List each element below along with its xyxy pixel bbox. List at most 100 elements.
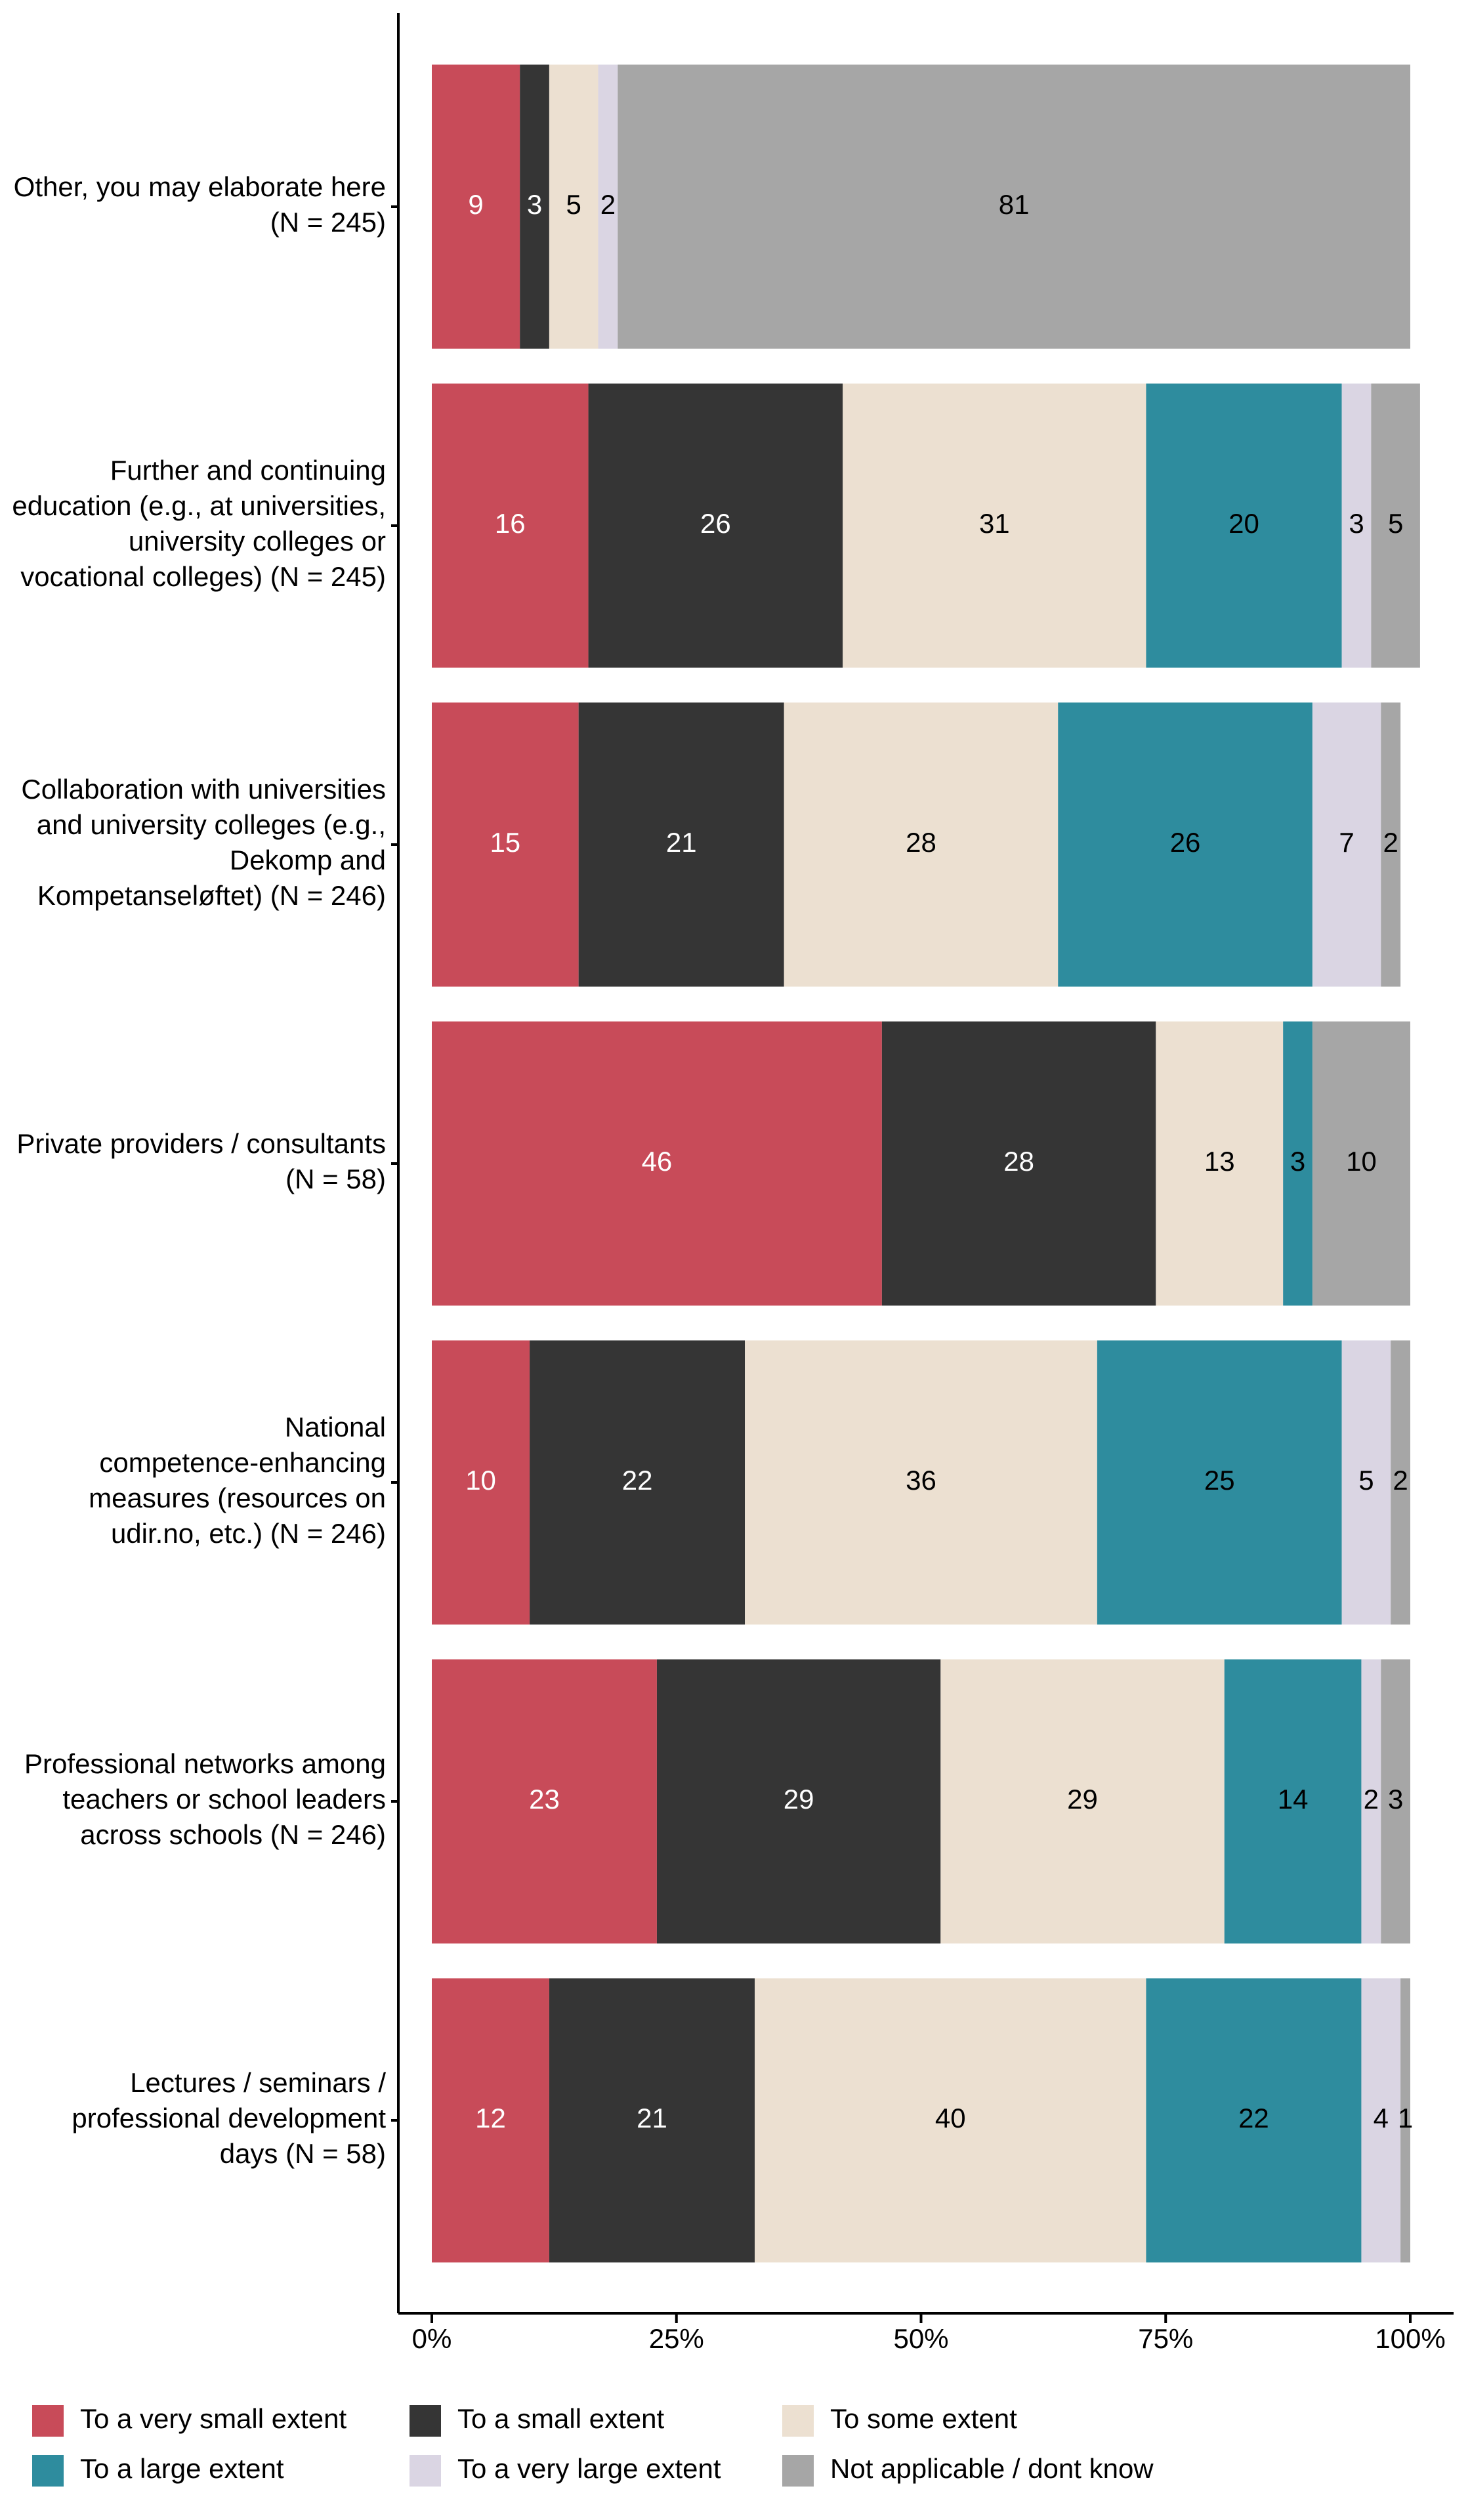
bar-segment: [432, 702, 579, 987]
bar-segment: [1156, 1021, 1284, 1306]
bar-segment: [1058, 702, 1312, 987]
value-label: 10: [465, 1465, 496, 1496]
bar-segment: [1341, 383, 1372, 668]
value-label: 15: [490, 827, 520, 858]
bar-segment: [1312, 702, 1381, 987]
x-tick-label: 75%: [1138, 2323, 1193, 2354]
value-label: 23: [529, 1784, 560, 1815]
category-label: Professional networks among teachers or s…: [24, 1748, 386, 1850]
bar-segment: [1283, 1021, 1312, 1306]
bar-segment: [578, 702, 784, 987]
legend-label: Not applicable / dont know: [830, 2453, 1154, 2484]
category-label: Further and continuing education (e.g., a…: [12, 455, 386, 592]
legend-swatch: [410, 2405, 441, 2437]
value-label: 20: [1228, 508, 1259, 539]
value-label: 5: [1388, 508, 1403, 539]
bar-segment: [784, 702, 1059, 987]
bar-segment: [1312, 1021, 1410, 1306]
value-label: 12: [475, 2103, 506, 2133]
value-label: 10: [1346, 1146, 1377, 1177]
category-label: Lectures / seminars / professional develo…: [72, 2067, 386, 2169]
value-label: 26: [1170, 827, 1201, 858]
value-label: 13: [1204, 1146, 1235, 1177]
value-label: 1: [1398, 2103, 1413, 2133]
value-label: 14: [1278, 1784, 1309, 1815]
value-label: 29: [1067, 1784, 1098, 1815]
value-label: 3: [1349, 508, 1364, 539]
bar-segment: [432, 1659, 657, 1944]
bar-segment: [432, 1978, 549, 2263]
value-label: 2: [1383, 827, 1398, 858]
bar-segment: [881, 1021, 1156, 1306]
legend-label: To a very small extent: [80, 2403, 346, 2434]
bar-segment: [588, 383, 843, 668]
bar-segment: [1361, 1978, 1401, 2263]
value-label: 21: [637, 2103, 667, 2133]
value-label: 7: [1339, 827, 1354, 858]
value-label: 81: [999, 189, 1030, 220]
value-label: 5: [566, 189, 581, 220]
bar-segment: [1224, 1659, 1362, 1944]
value-label: 3: [527, 189, 542, 220]
value-label: 3: [1290, 1146, 1305, 1177]
bar-segment: [1391, 1340, 1410, 1625]
bar-segment: [432, 1021, 882, 1306]
value-label: 2: [1364, 1784, 1379, 1815]
legend-label: To a small extent: [457, 2403, 664, 2434]
legend-label: To some extent: [830, 2403, 1017, 2434]
bar-segment: [530, 1340, 746, 1625]
category-label: Collaboration with universities and unive…: [21, 774, 386, 911]
value-label: 22: [1238, 2103, 1269, 2133]
value-label: 46: [642, 1146, 673, 1177]
bar-segment: [1361, 1659, 1381, 1944]
bar-segment: [1381, 1659, 1410, 1944]
category-label: Other, you may elaborate here (N = 245): [14, 171, 386, 238]
bar-segment: [432, 64, 520, 349]
legend-swatch: [32, 2455, 64, 2487]
value-label: 28: [1003, 1146, 1034, 1177]
category-label: National competence-enhancing measures (re…: [89, 1412, 386, 1549]
value-label: 22: [622, 1465, 653, 1496]
legend-label: To a large extent: [80, 2453, 284, 2484]
category-label: Private providers / consultants (N = 58): [16, 1128, 386, 1194]
bar-segment: [618, 64, 1410, 349]
value-label: 31: [979, 508, 1010, 539]
bar-segment: [745, 1340, 1097, 1625]
bar-segment: [549, 1978, 755, 2263]
bar-segment: [549, 64, 598, 349]
bar-segment: [843, 383, 1146, 668]
x-tick-label: 50%: [893, 2323, 948, 2354]
legend-swatch: [782, 2405, 814, 2437]
value-label: 40: [935, 2103, 966, 2133]
bar-segment: [1097, 1340, 1342, 1625]
bar-segment: [940, 1659, 1225, 1944]
bar-segment: [656, 1659, 941, 1944]
legend-swatch: [32, 2405, 64, 2437]
bar-segment: [755, 1978, 1146, 2263]
value-label: 16: [495, 508, 526, 539]
bar-segment: [432, 1340, 530, 1625]
legend-swatch: [410, 2455, 441, 2487]
value-label: 9: [468, 189, 483, 220]
value-label: 3: [1388, 1784, 1403, 1815]
value-label: 26: [700, 508, 731, 539]
bar-segment: [1146, 383, 1342, 668]
x-tick-label: 25%: [649, 2323, 704, 2354]
bar-segment: [1381, 702, 1401, 987]
value-label: 2: [1393, 1465, 1408, 1496]
legend-label: To a very large extent: [457, 2453, 721, 2484]
value-label: 2: [600, 189, 616, 220]
bar-segment: [1146, 1978, 1362, 2263]
bar-segment: [1341, 1340, 1391, 1625]
bar-segment: [520, 64, 549, 349]
value-label: 4: [1374, 2103, 1389, 2133]
value-label: 25: [1204, 1465, 1235, 1496]
value-label: 21: [666, 827, 697, 858]
bar-segment: [1371, 383, 1420, 668]
bar-segment: [598, 64, 618, 349]
x-tick-label: 100%: [1375, 2323, 1445, 2354]
value-label: 5: [1358, 1465, 1374, 1496]
value-label: 29: [784, 1784, 814, 1815]
bar-segment: [432, 383, 589, 668]
